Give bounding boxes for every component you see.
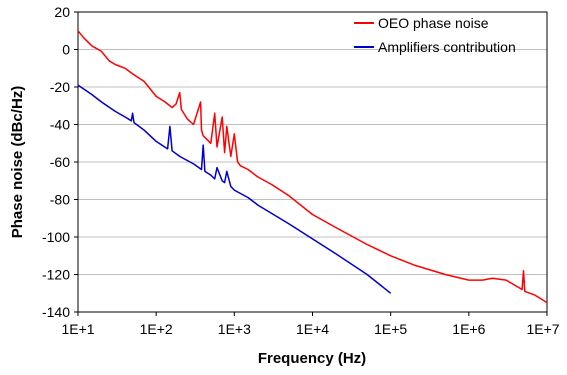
series-line-oeo-phase-noise bbox=[77, 30, 548, 304]
y-tick-label: -100 bbox=[42, 229, 70, 245]
x-tick-label: 1E+6 bbox=[452, 321, 485, 337]
y-axis-title: Phase noise (dBc/Hz) bbox=[9, 86, 26, 239]
y-tick-label: -140 bbox=[42, 304, 70, 320]
y-axis: 20 0 -20 -40 -60 -80 -100 -120 -140 bbox=[42, 4, 78, 320]
legend: OEO phase noise Amplifiers contribution bbox=[354, 15, 516, 55]
series-line-amplifiers-contribution bbox=[77, 84, 392, 294]
gridlines bbox=[78, 49, 547, 275]
x-tick-label: 1E+2 bbox=[140, 321, 173, 337]
x-tick-label: 1E+1 bbox=[61, 321, 94, 337]
x-tick-label: 1E+3 bbox=[218, 321, 251, 337]
legend-label: Amplifiers contribution bbox=[378, 39, 516, 55]
y-tick-label: 20 bbox=[54, 4, 70, 20]
x-tick-label: 1E+4 bbox=[296, 321, 329, 337]
series-layer bbox=[77, 30, 548, 304]
y-tick-label: -80 bbox=[50, 192, 70, 208]
y-tick-label: -60 bbox=[50, 154, 70, 170]
x-axis: 1E+1 1E+2 1E+3 1E+4 1E+5 1E+6 1E+7 bbox=[61, 312, 560, 337]
y-tick-label: -120 bbox=[42, 267, 70, 283]
x-tick-label: 1E+7 bbox=[526, 321, 559, 337]
x-axis-title: Frequency (Hz) bbox=[258, 350, 366, 367]
y-tick-label: 0 bbox=[62, 42, 70, 58]
x-tick-label: 1E+5 bbox=[374, 321, 407, 337]
y-tick-label: -40 bbox=[50, 117, 70, 133]
y-tick-label: -20 bbox=[50, 79, 70, 95]
legend-label: OEO phase noise bbox=[378, 15, 489, 31]
